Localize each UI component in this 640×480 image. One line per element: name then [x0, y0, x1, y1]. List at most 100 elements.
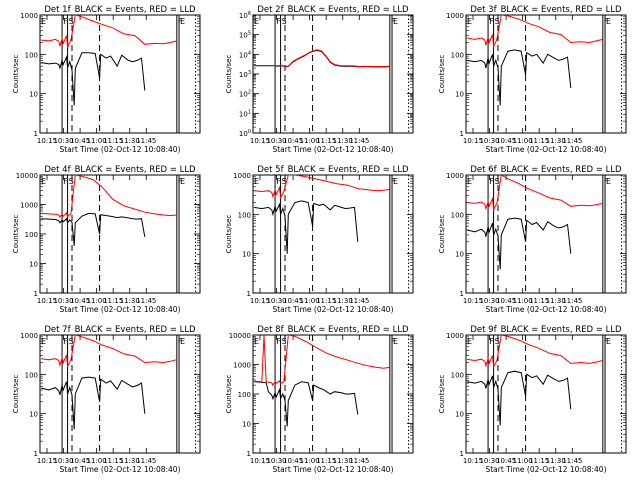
- marker-label-F: F: [276, 177, 281, 186]
- x-tick-label: 11:00: [87, 457, 107, 465]
- x-tick-label: 11:00: [513, 137, 533, 145]
- x-tick-label: 11:00: [300, 137, 320, 145]
- panel-4: Det 4f BLACK = Events, RED = LLD 1 10 100 100…: [12, 165, 201, 314]
- marker-label-F: F: [489, 177, 494, 186]
- x-tick-label: 11:15: [316, 297, 336, 305]
- y-tick-label: 1000: [20, 332, 38, 340]
- marker-label-F: F: [276, 337, 281, 346]
- marker-label-E: E: [180, 177, 185, 186]
- events-series-line: [467, 49, 572, 106]
- marker-label-E: E: [467, 337, 472, 346]
- x-tick-label: 11:45: [136, 137, 156, 145]
- panel-title-legend: BLACK = Events, RED = LLD: [501, 5, 622, 15]
- y-axis-label: Counts/sec: [12, 55, 20, 94]
- x-tick-label: 10:30: [53, 457, 73, 465]
- panel-title: Det 5f BLACK = Events, RED = LLD: [257, 165, 409, 175]
- panel-title-legend: BLACK = Events, RED = LLD: [288, 165, 409, 175]
- y-tick-label: 106: [239, 11, 251, 20]
- x-tick-label: 10:45: [70, 297, 90, 305]
- panel-title-det: Det 8f: [257, 325, 284, 335]
- panel-8: Det 8f BLACK = Events, RED = LLD 1 10 100 100…: [225, 325, 414, 474]
- x-tick-label: 10:15: [250, 457, 270, 465]
- x-tick-label: 10:45: [70, 137, 90, 145]
- y-tick-exponent: 4: [248, 50, 251, 56]
- y-axis-label: Counts/sec: [225, 215, 233, 254]
- x-tick-label: 11:15: [316, 457, 336, 465]
- y-tick-label: 102: [239, 90, 251, 99]
- lld-series-line: [467, 175, 603, 212]
- marker-label-S: S: [495, 17, 500, 26]
- marker-label-S: S: [69, 177, 74, 186]
- x-axis-label: Start Time (02-Oct-12 10:08:40): [485, 145, 606, 154]
- y-tick-label: 1: [460, 450, 464, 458]
- events-series-line: [40, 376, 146, 430]
- y-tick-label: 100: [238, 391, 251, 399]
- panel-title-det: Det 7f: [44, 325, 71, 335]
- events-series-line: [466, 217, 572, 270]
- y-tick-label: 10: [242, 421, 251, 429]
- marker-label-S: S: [495, 177, 500, 186]
- marker-label-E: E: [180, 337, 185, 346]
- marker-label-E: E: [393, 177, 398, 186]
- marker-label-S: S: [69, 337, 74, 346]
- panel-title-det: Det 2f: [257, 5, 284, 15]
- panel-3: Det 3f BLACK = Events, RED = LLD 1 10 100 100…: [438, 5, 627, 154]
- lld-series-line: [41, 175, 177, 218]
- lld-series-line: [41, 15, 177, 48]
- y-tick-label: 1: [460, 290, 464, 298]
- y-axis-label: Counts/sec: [438, 375, 446, 414]
- x-tick-label: 10:30: [266, 137, 286, 145]
- x-tick-label: 10:45: [283, 297, 303, 305]
- x-tick-label: 11:30: [546, 457, 566, 465]
- marker-label-E: E: [254, 177, 259, 186]
- marker-label-E: E: [606, 337, 611, 346]
- x-tick-label: 11:15: [103, 457, 123, 465]
- y-tick-exponent: 1: [248, 109, 251, 115]
- x-tick-label: 11:00: [513, 457, 533, 465]
- events-series-line: [254, 200, 359, 254]
- x-tick-label: 10:45: [70, 457, 90, 465]
- y-tick-label: 1000: [446, 12, 464, 20]
- marker-label-E: E: [254, 17, 259, 26]
- panel-title-legend: BLACK = Events, RED = LLD: [75, 5, 196, 15]
- y-tick-exponent: 6: [248, 11, 251, 17]
- panel-title-det: Det 3f: [470, 5, 497, 15]
- events-series-line: [41, 52, 146, 106]
- marker-label-F: F: [489, 17, 494, 26]
- x-tick-label: 10:45: [496, 137, 516, 145]
- x-tick-label: 10:45: [283, 137, 303, 145]
- x-axis-label: Start Time (02-Oct-12 10:08:40): [272, 305, 393, 314]
- x-tick-label: 11:30: [546, 137, 566, 145]
- x-axis-label: Start Time (02-Oct-12 10:08:40): [59, 465, 180, 474]
- panel-title: Det 9f BLACK = Events, RED = LLD: [470, 325, 622, 335]
- x-tick-label: 11:30: [120, 457, 140, 465]
- x-tick-label: 11:15: [529, 457, 549, 465]
- y-tick-label: 10000: [16, 172, 38, 180]
- events-series-line: [41, 212, 146, 246]
- x-tick-label: 10:45: [496, 297, 516, 305]
- x-tick-label: 11:00: [87, 137, 107, 145]
- marker-label-F: F: [391, 177, 396, 186]
- panel-title: Det 4f BLACK = Events, RED = LLD: [44, 165, 196, 175]
- x-tick-label: 11:15: [529, 297, 549, 305]
- x-tick-label: 11:45: [562, 297, 582, 305]
- y-axis-label: Counts/sec: [12, 375, 20, 414]
- x-axis-label: Start Time (02-Oct-12 10:08:40): [272, 465, 393, 474]
- y-tick-label: 1: [460, 130, 464, 138]
- x-tick-label: 10:15: [37, 137, 57, 145]
- x-tick-label: 10:30: [479, 297, 499, 305]
- marker-label-F: F: [391, 337, 396, 346]
- marker-label-E: E: [393, 17, 398, 26]
- y-tick-label: 100: [451, 51, 464, 59]
- y-tick-label: 101: [239, 109, 251, 118]
- y-tick-label: 10: [455, 411, 464, 419]
- x-tick-label: 11:15: [103, 137, 123, 145]
- panel-title-legend: BLACK = Events, RED = LLD: [75, 165, 196, 175]
- marker-label-E: E: [254, 337, 259, 346]
- y-tick-label: 104: [239, 50, 251, 59]
- x-tick-label: 10:15: [463, 457, 483, 465]
- y-axis-label: Counts/sec: [225, 55, 233, 94]
- x-tick-label: 11:45: [562, 137, 582, 145]
